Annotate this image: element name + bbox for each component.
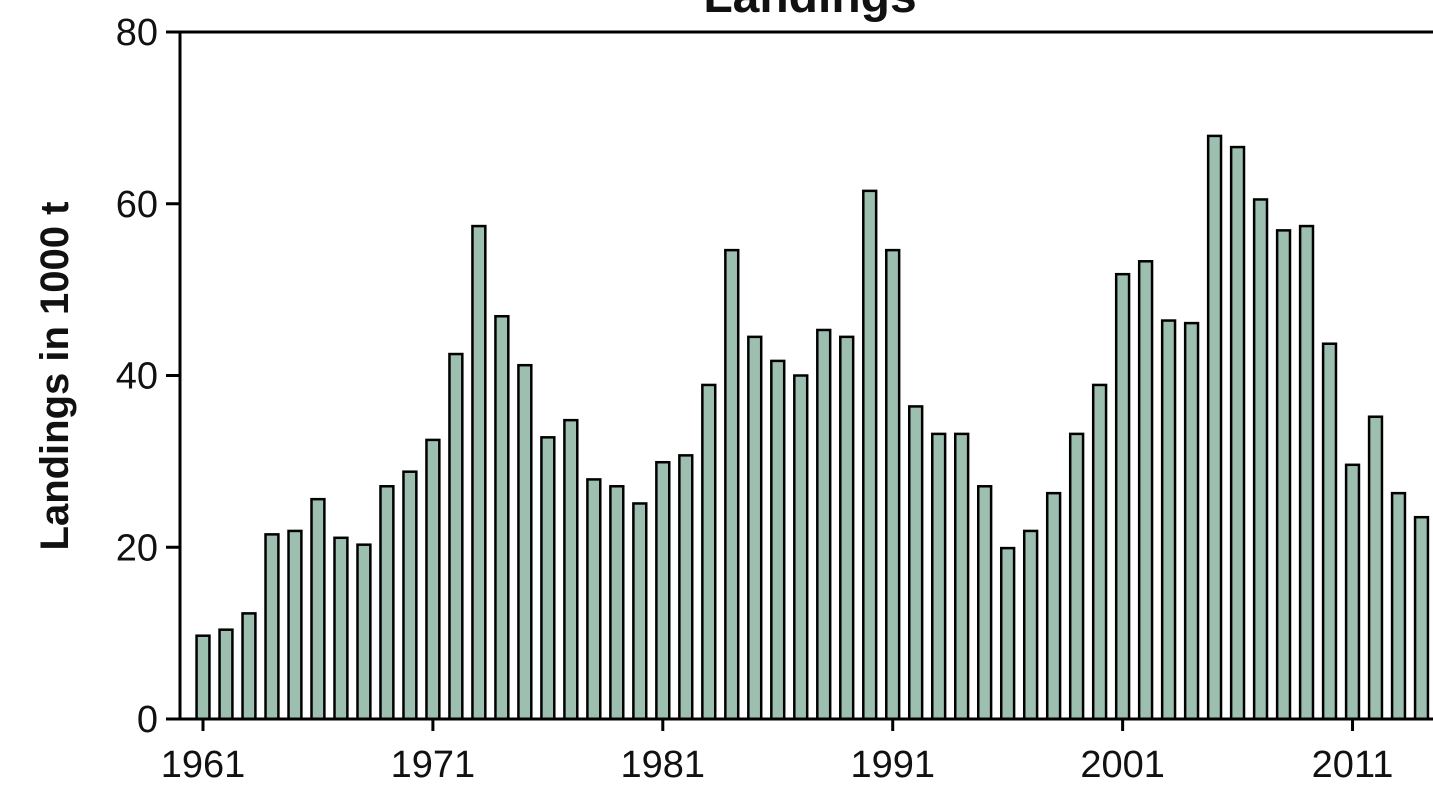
y-tick-label: 60	[116, 184, 158, 226]
bar	[1114, 272, 1131, 721]
bar	[931, 432, 947, 721]
bar	[1160, 319, 1177, 721]
bar	[195, 634, 211, 721]
bar	[885, 248, 901, 721]
bar	[379, 485, 395, 721]
bar	[793, 374, 809, 721]
bar	[471, 224, 487, 721]
bar	[1091, 383, 1108, 721]
y-tick-label: 20	[116, 527, 158, 569]
x-tick-label: 1961	[161, 744, 246, 786]
bar	[770, 359, 786, 721]
bar	[1321, 342, 1338, 721]
bar	[954, 432, 970, 721]
x-tick-label: 1971	[391, 744, 476, 786]
bar	[1252, 198, 1269, 721]
bar	[310, 497, 326, 721]
bar	[356, 543, 372, 721]
bar	[839, 335, 855, 721]
bar	[724, 248, 740, 721]
bar	[1022, 529, 1039, 721]
bar	[448, 352, 464, 721]
y-tick-label: 40	[116, 356, 158, 398]
y-tick-label: 80	[116, 12, 158, 54]
bar	[1137, 260, 1154, 721]
bar	[862, 189, 878, 721]
y-tick-label: 0	[137, 699, 158, 741]
bar	[425, 438, 441, 721]
bar	[218, 628, 234, 721]
bar	[1298, 224, 1315, 721]
bar	[1344, 463, 1361, 721]
bar	[1183, 321, 1200, 721]
bar	[563, 418, 579, 721]
bar	[1068, 432, 1085, 721]
bar	[494, 314, 510, 721]
chart-title: Landings	[703, 0, 916, 23]
bar	[586, 478, 602, 721]
bar	[701, 383, 717, 721]
bar	[655, 460, 671, 721]
bar	[287, 529, 303, 721]
bar	[1390, 491, 1407, 721]
x-tick-label: 2001	[1080, 744, 1165, 786]
bar	[816, 328, 832, 721]
bar	[1413, 515, 1430, 721]
bar	[264, 533, 280, 721]
bar	[402, 470, 418, 721]
y-axis-label: Landings in 1000 t	[33, 202, 77, 551]
bar	[999, 546, 1016, 721]
x-tick-label: 1981	[621, 744, 706, 786]
bar	[517, 363, 533, 721]
bar	[333, 536, 349, 721]
bar	[678, 454, 694, 721]
x-tick-label: 2011	[1312, 744, 1394, 786]
bar	[747, 335, 763, 721]
bar	[1275, 229, 1292, 721]
bar	[632, 502, 648, 721]
bar	[1367, 415, 1384, 721]
bar	[241, 612, 257, 721]
x-tick-label: 1991	[850, 744, 935, 786]
bar	[540, 436, 556, 721]
bar	[609, 485, 625, 721]
bar	[1045, 491, 1062, 721]
bar	[1229, 145, 1246, 721]
bar	[976, 485, 993, 721]
bar	[1206, 134, 1223, 721]
bar	[908, 405, 924, 721]
